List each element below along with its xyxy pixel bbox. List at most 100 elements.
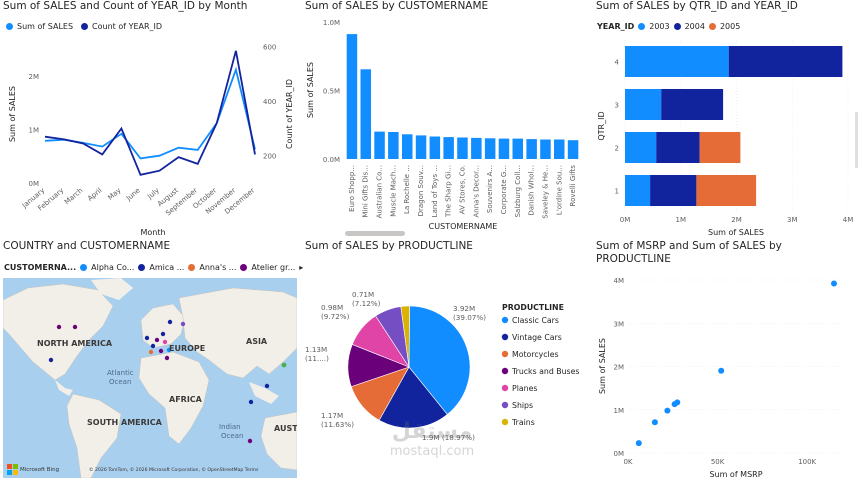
pie-data-label-pct: (11.63%) [321, 420, 354, 429]
pie-legend-title: PRODUCTLINE [502, 303, 564, 312]
page-scrollbar[interactable] [855, 112, 858, 168]
map-marker[interactable] [144, 335, 150, 341]
cust-y-tick: 1.0M [323, 19, 340, 27]
qtr-bar-2003 [625, 175, 651, 206]
scatter-y-label: Sum of SALES [598, 338, 607, 394]
map-marker[interactable] [162, 339, 168, 345]
map-panel[interactable]: COUNTRY and CUSTOMERNAME CUSTOMERNA... A… [3, 240, 303, 482]
qtr-x-label: Sum of SALES [708, 228, 764, 237]
msrp-scatter-chart: 0M 1M 2M 3M 4M 0K 50K 100K Sum of MSRP Sum of SAL… [598, 277, 843, 479]
cust-y-tick: 0.0M [323, 156, 340, 164]
map-marker[interactable] [56, 324, 62, 330]
scatter-point[interactable] [674, 399, 681, 406]
map-marker[interactable] [281, 362, 287, 368]
map-marker[interactable] [180, 321, 186, 327]
legend-dot-2005 [708, 23, 716, 30]
map-marker[interactable] [72, 324, 78, 330]
pie-legend-item[interactable]: Planes [512, 384, 537, 393]
qtr-bar-2004 [661, 89, 724, 120]
scatter-y-tick: 1M [614, 407, 625, 415]
pie-legend-dot [501, 401, 509, 409]
map-legend-dot-1 [80, 264, 88, 271]
map-marker[interactable] [154, 337, 160, 343]
map-marker[interactable] [160, 331, 166, 337]
qtr-y-label: QTR_ID [597, 111, 606, 140]
scatter-point[interactable] [651, 419, 658, 426]
pie-legend-item[interactable]: Classic Cars [512, 316, 559, 325]
world-map-svg: NORTH AMERICA EUROPE ASIA AFRICA SOUTH A… [3, 278, 297, 478]
map-markers[interactable] [48, 319, 287, 444]
map-marker[interactable] [158, 348, 164, 354]
pie-slice[interactable] [378, 366, 448, 429]
line-y-label: Sum of SALES [8, 86, 17, 142]
map-legend-more-icon[interactable]: ▸ [299, 263, 303, 272]
scatter-point[interactable] [831, 280, 837, 287]
pie-legend-dot [501, 316, 509, 324]
map-marker[interactable] [148, 349, 154, 355]
line-series-sales [44, 66, 256, 160]
central-america-shape [55, 380, 73, 396]
pie-legend-item[interactable]: Ships [512, 401, 533, 410]
scatter-x-tick: 0K [623, 458, 632, 466]
map-marker[interactable] [150, 343, 156, 349]
sales-by-qtr-panel[interactable]: Sum of SALES by QTR_ID and YEAR_ID YEAR_… [596, 0, 859, 240]
pie-legend-item[interactable]: Trains [511, 418, 535, 427]
sales-by-productline-panel[interactable]: Sum of SALES by PRODUCTLINE 3.92M (39.07%… [305, 240, 590, 482]
map-marker[interactable] [248, 399, 254, 405]
watermark-arabic: مستقل [391, 419, 473, 444]
pie-legend-item[interactable]: Motorcycles [512, 350, 559, 359]
msrp-vs-sales-title: Sum of MSRP and Sum of SALES by PRODUCTL… [596, 240, 782, 265]
cust-bar [388, 132, 399, 159]
pie-data-label: 0.98M [321, 303, 343, 312]
sales-by-month-panel[interactable]: Sum of SALES and Count of YEAR_ID by Mon… [3, 0, 296, 240]
cust-bar [526, 139, 537, 159]
legend-dot-2003 [638, 23, 646, 30]
customer-scrollbar[interactable] [345, 231, 405, 236]
cust-x-tick: Mini Gifts Dis... [362, 165, 370, 218]
line-y2-label: Count of YEAR_ID [285, 79, 294, 149]
pie-slice[interactable] [408, 305, 471, 415]
cust-y-label: Sum of SALES [306, 62, 315, 118]
map-marker[interactable] [48, 357, 54, 363]
line-x-label: Month [140, 228, 165, 237]
pie-legend-item[interactable]: Vintage Cars [512, 333, 562, 342]
map-legend-dot-3 [188, 264, 196, 271]
world-map[interactable]: NORTH AMERICA EUROPE ASIA AFRICA SOUTH A… [3, 278, 297, 478]
map-legend: CUSTOMERNA... Alpha Co... Amica ... Anna… [4, 263, 303, 272]
pie-data-label: 3.92M [453, 304, 475, 313]
cust-x-tick: Muscle Mach... [389, 165, 397, 217]
map-marker[interactable] [247, 438, 253, 444]
qtr-x-tick: 3M [787, 216, 798, 224]
map-label-australia: AUSTR [274, 424, 297, 433]
pie-data-label-pct: (11....) [305, 354, 329, 363]
legend-dot-2004 [673, 23, 681, 30]
cust-x-tick: The Sharp Gi... [445, 165, 453, 218]
pie-data-label-pct: (9.72%) [321, 312, 350, 321]
greenland-shape [91, 278, 133, 300]
pie-slice[interactable] [400, 305, 410, 368]
scatter-x-tick: 50K [711, 458, 725, 466]
map-legend-dot-4 [240, 264, 248, 271]
map-marker[interactable] [164, 355, 170, 361]
map-label-indian-ocean: Ocean [221, 432, 243, 440]
scatter-point[interactable] [664, 407, 671, 414]
cust-x-tick: Anna's Decor... [472, 165, 480, 218]
legend-dot-sales [6, 23, 13, 30]
qtr-y-tick: 2 [615, 145, 619, 153]
cust-bar [512, 138, 523, 159]
scatter-point[interactable] [635, 440, 642, 447]
map-marker[interactable] [264, 383, 270, 389]
map-copyright[interactable]: © 2026 TomTom, © 2026 Microsoft Corporat… [89, 466, 259, 473]
sales-by-customer-panel[interactable]: Sum of SALES by CUSTOMERNAME 0.0M 0.5M 1.0… [305, 0, 585, 240]
qtr-y-tick: 1 [615, 188, 619, 196]
cust-x-label: CUSTOMERNAME [429, 222, 498, 231]
scatter-point[interactable] [718, 367, 725, 374]
cust-x-tick: AV Stores, Co. [459, 165, 467, 214]
pie-legend-item[interactable]: Trucks and Buses [511, 367, 579, 376]
qtr-y-tick: 4 [615, 59, 620, 67]
cust-y-tick: 0.5M [323, 88, 340, 96]
map-marker[interactable] [167, 319, 173, 325]
map-marker[interactable] [166, 347, 172, 353]
msrp-vs-sales-panel[interactable]: Sum of MSRP and Sum of SALES by PRODUCTL… [596, 240, 859, 482]
qtr-x-tick: 4M [843, 216, 854, 224]
